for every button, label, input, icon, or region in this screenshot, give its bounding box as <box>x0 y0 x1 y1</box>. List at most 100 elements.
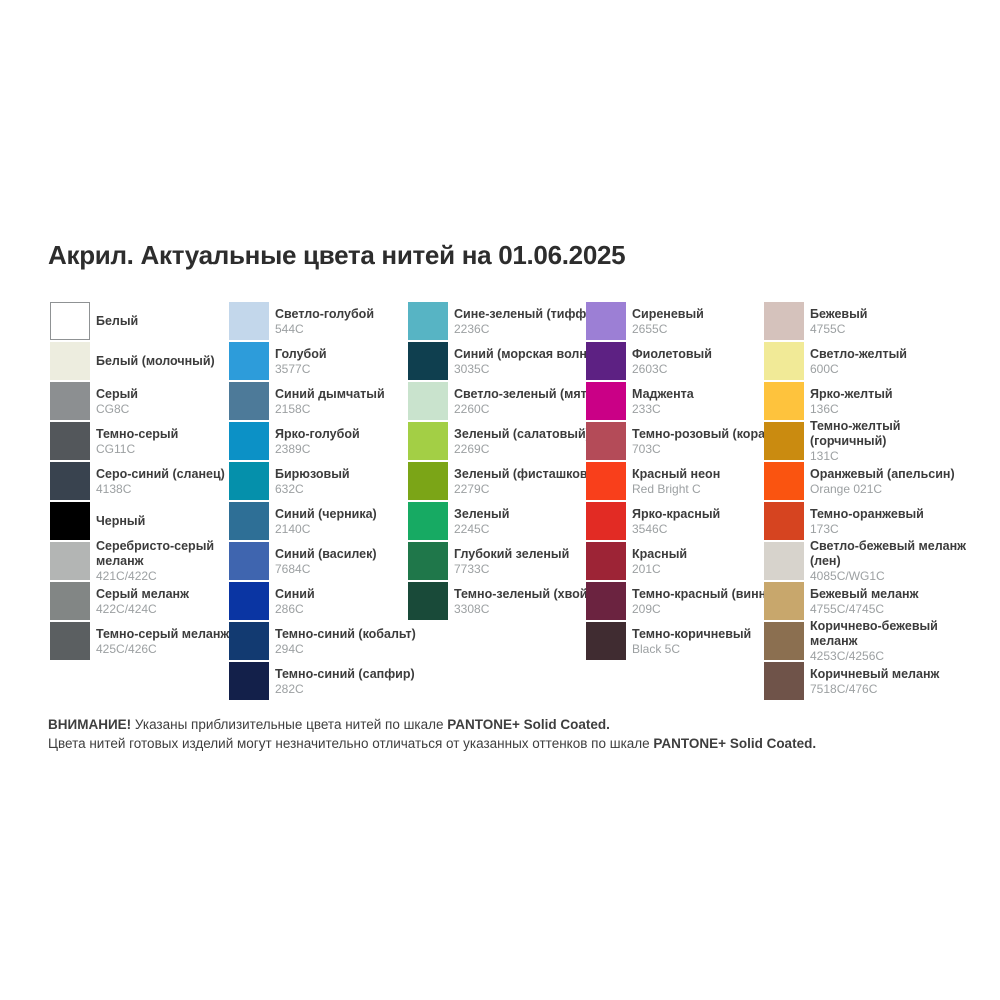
color-swatch-row: Сиреневый 2655C <box>586 302 768 340</box>
footer-line-1-text: Указаны приблизительные цвета нитей по ш… <box>131 717 448 732</box>
color-pantone-code: 2158C <box>275 401 311 416</box>
color-pantone-code: 7733C <box>454 561 490 576</box>
color-labels: Оранжевый (апельсин) Orange 021C <box>810 467 980 496</box>
color-swatch <box>586 502 626 540</box>
color-column-5: Бежевый 4755C Светло-желтый 600C Ярко-желтый… <box>764 302 966 702</box>
color-swatch-row: Темно-синий (сапфир) 282C <box>229 662 415 700</box>
color-name: Темно-желтый (горчичный) <box>810 419 901 448</box>
color-swatch-row: Темно-коричневый Black 5C <box>586 622 768 660</box>
color-labels: Бежевый меланж 4755C/4745C <box>810 587 980 616</box>
color-swatch <box>50 382 90 420</box>
color-pantone-code: 3308C <box>454 601 490 616</box>
color-swatch-row: Оранжевый (апельсин) Orange 021C <box>764 462 955 500</box>
color-swatch <box>50 542 90 580</box>
color-swatch-row: Фиолетовый 2603C <box>586 342 768 380</box>
color-swatch-row: Красный 201C <box>586 542 768 580</box>
color-swatch-row: Маджента 233C <box>586 382 768 420</box>
color-pantone-code: 4755C/4745C <box>810 601 885 616</box>
color-pantone-code: 4253C/4256C <box>810 649 885 663</box>
color-pantone-code: CG11C <box>96 441 136 456</box>
color-pantone-code: 286C <box>275 601 304 616</box>
color-name: Синий дымчатый <box>275 386 385 401</box>
color-pantone-code: 209C <box>632 601 661 616</box>
color-name: Ярко-голубой <box>275 426 360 441</box>
color-column-4: Сиреневый 2655C Фиолетовый 2603C Маджента 233… <box>586 302 789 662</box>
color-pantone-code: 4138C <box>96 481 132 496</box>
color-swatch-row: Белый (молочный) <box>50 342 232 380</box>
color-name: Серый <box>96 386 138 401</box>
color-swatch-row: Темно-розовый (коралл) 703C <box>586 422 785 460</box>
color-swatch <box>586 582 626 620</box>
color-labels: Серо-синий (сланец) 4138C <box>96 467 266 496</box>
color-labels: Фиолетовый 2603C <box>632 347 802 376</box>
color-swatch-row: Зеленый (фисташковый) 2279C <box>408 462 610 500</box>
color-name: Черный <box>96 513 146 528</box>
footer-line-2-text: Цвета нитей готовых изделий могут незнач… <box>48 735 654 751</box>
color-labels: Бирюзовый 632C <box>275 467 445 496</box>
color-pantone-code: 3577C <box>275 361 311 376</box>
color-labels: Синий дымчатый 2158C <box>275 387 445 416</box>
color-name: Темно-синий (сапфир) <box>275 666 415 681</box>
color-swatch <box>408 342 448 380</box>
color-name: Голубой <box>275 346 327 361</box>
color-swatch <box>586 342 626 380</box>
color-swatch <box>764 342 804 380</box>
color-swatch-row: Темно-желтый (горчичный) 131C <box>764 419 946 463</box>
color-pantone-code: 7684C <box>275 561 311 576</box>
color-labels: Белый (молочный) <box>96 354 266 369</box>
color-name: Серый меланж <box>96 586 189 601</box>
color-swatch-row: Синий дымчатый 2158C <box>229 382 411 420</box>
color-swatch <box>586 382 626 420</box>
color-name: Светло-голубой <box>275 306 374 321</box>
color-swatch-row: Ярко-желтый 136C <box>764 382 946 420</box>
color-swatch <box>50 462 90 500</box>
footer-note: ВНИМАНИЕ! Указаны приблизительные цвета … <box>48 716 816 753</box>
color-labels: Темно-желтый (горчичный) 131C <box>810 419 980 463</box>
color-name: Темно-оранжевый <box>810 506 924 521</box>
color-pantone-code: 2260C <box>454 401 490 416</box>
color-name: Серебристо-серый меланж <box>96 539 215 568</box>
color-swatch-row: Синий (морская волна) 3035C <box>408 342 598 380</box>
color-pantone-code: 2269C <box>454 441 490 456</box>
color-name: Бежевый <box>810 306 868 321</box>
color-labels: Маджента 233C <box>632 387 802 416</box>
color-swatch <box>408 302 448 340</box>
color-name: Фиолетовый <box>632 346 712 361</box>
footer-line-1: ВНИМАНИЕ! Указаны приблизительные цвета … <box>48 716 816 735</box>
color-labels: Черный <box>96 514 266 529</box>
color-swatch <box>764 382 804 420</box>
color-labels: Зеленый (фисташковый) 2279C <box>454 467 624 496</box>
color-name: Серо-синий (сланец) <box>96 466 225 481</box>
color-pantone-code: 7518C/476C <box>810 681 878 696</box>
color-pantone-code: 421C/422C <box>96 569 157 583</box>
color-swatch-row: Темно-синий (кобальт) 294C <box>229 622 416 660</box>
color-column-3: Сине-зеленый (тиффани) 2236C Синий (морска… <box>408 302 618 622</box>
color-name: Маджента <box>632 386 694 401</box>
color-name: Бежевый меланж <box>810 586 919 601</box>
color-pantone-code: Red Bright C <box>632 481 701 496</box>
color-swatch <box>229 302 269 340</box>
color-labels: Синий 286C <box>275 587 445 616</box>
color-labels: Ярко-красный 3546C <box>632 507 802 536</box>
color-swatch-row: Голубой 3577C <box>229 342 411 380</box>
color-swatch <box>764 302 804 340</box>
color-pantone-code: Orange 021C <box>810 481 883 496</box>
color-pantone-code: 2245C <box>454 521 490 536</box>
color-swatch <box>229 382 269 420</box>
color-swatch <box>408 382 448 420</box>
color-labels: Красный неон Red Bright C <box>632 467 802 496</box>
color-swatch <box>586 462 626 500</box>
color-name: Темно-серый меланж <box>96 626 230 641</box>
color-pantone-code: 131C <box>810 449 839 463</box>
color-swatch-row: Белый <box>50 302 232 340</box>
color-name: Ярко-желтый <box>810 386 893 401</box>
color-swatch <box>764 462 804 500</box>
color-labels: Бежевый 4755C <box>810 307 980 336</box>
color-swatch <box>764 502 804 540</box>
color-pantone-code: 544C <box>275 321 304 336</box>
color-swatch <box>50 302 90 340</box>
color-name: Белый <box>96 313 139 328</box>
color-swatch-row: Бежевый 4755C <box>764 302 946 340</box>
color-swatch-row: Серый CG8C <box>50 382 232 420</box>
